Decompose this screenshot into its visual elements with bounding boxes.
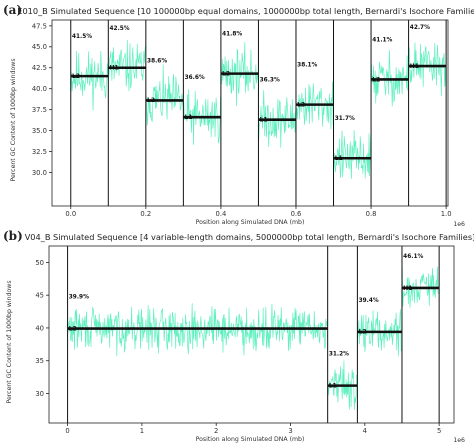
x-tick-label: 0 bbox=[65, 427, 69, 435]
gc-signal-segment-5 bbox=[220, 41, 259, 107]
x-tick-label: 0.8 bbox=[366, 210, 377, 218]
isochore-family-label: H1 bbox=[110, 65, 119, 72]
panel-b-xlabel: Position along Simulated DNA (mb) bbox=[196, 436, 305, 443]
plot-frame bbox=[51, 19, 449, 207]
y-tick-label: 47.5 bbox=[32, 22, 47, 30]
domain-gc-percent-label: 38.1% bbox=[297, 63, 317, 69]
isochore-family-label: L1 bbox=[260, 117, 268, 124]
gc-signal-segment-9 bbox=[371, 50, 409, 107]
isochore-family-label: H1 bbox=[410, 63, 419, 70]
isochore-family-label: L2 bbox=[72, 73, 80, 80]
domain-gc-percent-label: 39.4% bbox=[359, 298, 379, 304]
gc-signal-segment-2 bbox=[108, 39, 146, 92]
x-tick-label: 0.6 bbox=[291, 210, 302, 218]
panel-a-xlabel: Position along Simulated DNA (mb) bbox=[196, 219, 305, 226]
panel-a: (a) E010_B Simulated Sequence [10 100000… bbox=[3, 3, 474, 228]
gc-signal-segment-4 bbox=[401, 266, 439, 308]
gc-signal-segment-3 bbox=[357, 309, 402, 357]
isochore-family-label: L1 bbox=[335, 155, 343, 162]
gc-signal-segment-2 bbox=[327, 360, 357, 410]
domain-gc-percent-label: 31.2% bbox=[329, 352, 349, 358]
gc-signal-segment-7 bbox=[296, 81, 334, 130]
isochore-family-label: L1 bbox=[329, 382, 337, 389]
panel-a-title: E010_B Simulated Sequence [10 100000bp e… bbox=[17, 6, 474, 16]
y-tick-label: 37.5 bbox=[32, 106, 47, 114]
y-tick-label: 42.5 bbox=[32, 64, 47, 72]
x-tick-label: 4 bbox=[363, 427, 367, 435]
gc-signal-segment-1 bbox=[67, 303, 328, 357]
panel-a-letter: (a) bbox=[3, 3, 22, 17]
domain-gc-percent-label: 41.8% bbox=[222, 32, 242, 38]
y-tick-label: 40 bbox=[35, 324, 44, 332]
y-tick-label: 40.0 bbox=[32, 85, 47, 93]
x-tick-label: 0.0 bbox=[65, 210, 76, 218]
isochore-family-label: L1 bbox=[185, 114, 193, 121]
domain-gc-percent-label: 36.3% bbox=[260, 78, 280, 84]
domain-gc-percent-label: 36.6% bbox=[185, 75, 205, 81]
gc-signal-segment-3 bbox=[145, 64, 184, 126]
domain-gc-percent-label: 42.5% bbox=[110, 26, 130, 32]
panel-a-plot-area: L2 41.5% H1 42.5% L2 38.6% L1 36.6% L2 41.8% L1 36.… bbox=[32, 19, 452, 218]
panel-b-title: V04_B Simulated Sequence [4 variable-len… bbox=[25, 232, 474, 242]
gc-signal-segment-1 bbox=[70, 50, 109, 111]
y-tick-label: 32.5 bbox=[32, 148, 47, 156]
gc-signal-segment-10 bbox=[408, 42, 447, 97]
y-tick-label: 30.0 bbox=[32, 169, 47, 177]
x-tick-label: 0.4 bbox=[216, 210, 227, 218]
panel-b-letter: (b) bbox=[3, 229, 23, 243]
x-tick-label: 3 bbox=[288, 427, 292, 435]
domain-gc-percent-label: 41.5% bbox=[72, 34, 92, 40]
isochore-family-label: L2 bbox=[359, 329, 367, 336]
panel-b-x-offset: 1e6 bbox=[453, 437, 465, 444]
isochore-family-label: L2 bbox=[147, 97, 155, 104]
panel-b-ylabel: Percent GC Content of 1000bp windows bbox=[6, 280, 13, 403]
domain-gc-percent-label: 31.7% bbox=[335, 116, 355, 122]
x-tick-label: 0.2 bbox=[140, 210, 151, 218]
domain-gc-percent-label: 42.7% bbox=[410, 25, 430, 31]
x-tick-label: 5 bbox=[437, 427, 441, 435]
isochore-family-label: H1 bbox=[403, 285, 412, 292]
y-tick-label: 35.0 bbox=[32, 127, 47, 135]
panel-a-ylabel: Percent GC Content of 1000bp windows bbox=[10, 58, 17, 181]
panel-b: (b) V04_B Simulated Sequence [4 variable… bbox=[3, 229, 474, 444]
plot-frame bbox=[48, 245, 455, 424]
isochore-family-label: L2 bbox=[297, 101, 305, 108]
y-tick-label: 35 bbox=[35, 357, 44, 365]
y-tick-label: 45 bbox=[35, 292, 44, 300]
panel-a-x-offset: 1e6 bbox=[453, 221, 465, 228]
domain-gc-percent-label: 39.9% bbox=[69, 295, 89, 301]
y-tick-label: 30 bbox=[35, 390, 44, 398]
x-tick-label: 1.0 bbox=[441, 210, 452, 218]
domain-gc-percent-label: 38.6% bbox=[147, 58, 167, 64]
domain-gc-percent-label: 41.1% bbox=[372, 37, 392, 43]
x-tick-label: 2 bbox=[214, 427, 218, 435]
isochore-family-label: L2 bbox=[372, 76, 380, 83]
y-tick-label: 50 bbox=[35, 259, 44, 267]
y-tick-label: 45.0 bbox=[32, 43, 47, 51]
isochore-family-label: L2 bbox=[222, 70, 230, 77]
domain-gc-percent-label: 46.1% bbox=[403, 254, 423, 260]
isochore-family-label: L2 bbox=[69, 325, 77, 332]
x-tick-label: 1 bbox=[140, 427, 144, 435]
